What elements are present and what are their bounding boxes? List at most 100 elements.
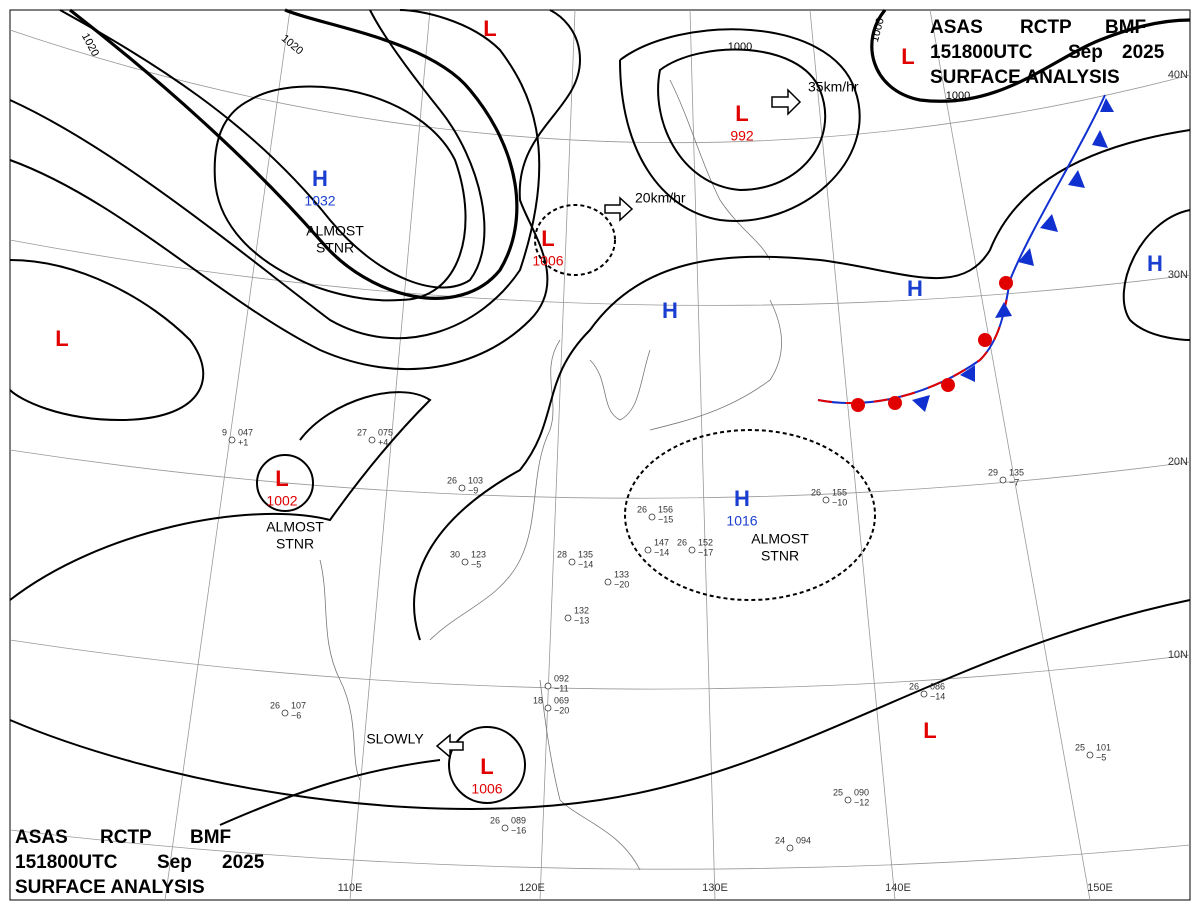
center-symbol: H: [312, 166, 328, 191]
station-marker: [786, 844, 794, 852]
center-symbol: L: [901, 44, 914, 69]
stationary-front: [817, 94, 1114, 412]
station-tendency: −5: [471, 559, 481, 569]
latitude-label: 20N: [1168, 456, 1188, 468]
station-temp: 30: [450, 549, 460, 559]
header-word: RCTP: [1020, 17, 1072, 38]
station-temp: 9: [222, 427, 227, 437]
center-note: ALMOST: [266, 519, 324, 535]
motion-label: SLOWLY: [366, 731, 424, 747]
center-symbol: L: [923, 718, 936, 743]
station-pressure: 123: [471, 549, 486, 559]
header-word: 2025: [222, 852, 265, 873]
station-temp: 28: [557, 549, 567, 559]
station-tendency: −5: [1096, 752, 1106, 762]
station-marker: [281, 709, 289, 717]
longitude-label: 150E: [1087, 882, 1113, 894]
header-word: 151800UTC: [15, 852, 118, 873]
longitude-label: 110E: [338, 882, 363, 894]
station-pressure: 103: [468, 475, 483, 485]
header-word: 151800UTC: [930, 42, 1033, 63]
station-marker: [920, 690, 928, 698]
station-pressure: 094: [796, 835, 811, 845]
station-tendency: −9: [468, 485, 478, 495]
station-tendency: −6: [291, 710, 301, 720]
station-pressure: 152: [698, 537, 713, 547]
latitude-label: 40N: [1168, 69, 1188, 81]
center-symbol: L: [541, 226, 554, 251]
latitude-label: 30N: [1168, 269, 1188, 281]
station-tendency: −14: [654, 547, 669, 557]
station-temp: 24: [775, 835, 785, 845]
header-word: RCTP: [100, 827, 152, 848]
station-temp: 26: [270, 700, 280, 710]
station-temp: 26: [637, 504, 647, 514]
station-tendency: −14: [930, 691, 945, 701]
station-tendency: −16: [511, 825, 526, 835]
station-temp: 26: [909, 681, 919, 691]
station-tendency: −17: [698, 547, 713, 557]
station-pressure: 075: [378, 427, 393, 437]
station-pressure: 047: [238, 427, 253, 437]
station-temp: 18: [533, 695, 543, 705]
station-pressure: 090: [854, 787, 869, 797]
station-tendency: −11: [554, 683, 569, 693]
center-symbol: L: [275, 466, 288, 491]
center-note: STNR: [316, 240, 354, 256]
station-pressure: 132: [574, 605, 589, 615]
station-marker: [458, 484, 466, 492]
header-word: ASAS: [930, 17, 983, 38]
station-temp: 26: [447, 475, 457, 485]
center-symbol: L: [480, 754, 493, 779]
center-pressure: 1016: [726, 513, 757, 529]
station-pressure: 135: [578, 549, 593, 559]
station-marker: [999, 476, 1007, 484]
station-temp: 27: [357, 427, 367, 437]
coastlines: [319, 79, 782, 871]
center-symbol: L: [55, 326, 68, 351]
header-word: BMF: [1105, 17, 1146, 38]
station-pressure: 147: [654, 537, 669, 547]
station-marker: [368, 436, 376, 444]
center-pressure: 1032: [304, 193, 335, 209]
station-marker: [1086, 751, 1094, 759]
header-word: ASAS: [15, 827, 68, 848]
station-temp: 29: [988, 467, 998, 477]
center-pressure: 1006: [532, 253, 563, 269]
center-pressure: 992: [730, 128, 754, 144]
station-tendency: −15: [658, 514, 673, 524]
center-symbol: H: [1147, 251, 1163, 276]
station-marker: [644, 546, 652, 554]
station-tendency: −20: [554, 705, 569, 715]
station-tendency: −14: [578, 559, 593, 569]
station-pressure: 069: [554, 695, 569, 705]
longitude-label: 120E: [519, 882, 545, 894]
station-marker: [648, 513, 656, 521]
station-marker: [461, 558, 469, 566]
center-pressure: 1002: [266, 493, 297, 509]
station-marker: [688, 546, 696, 554]
station-temp: 25: [833, 787, 843, 797]
station-temp: 26: [677, 537, 687, 547]
center-note: ALMOST: [751, 531, 809, 547]
station-temp: 25: [1075, 742, 1085, 752]
station-marker: [822, 496, 830, 504]
center-symbol: L: [483, 16, 496, 41]
station-marker: [604, 578, 612, 586]
center-symbol: H: [907, 276, 923, 301]
station-marker: [544, 704, 552, 712]
center-symbol: H: [734, 486, 750, 511]
station-pressure: 155: [832, 487, 847, 497]
station-temp: 26: [490, 815, 500, 825]
station-pressure: 101: [1096, 742, 1111, 752]
motion-label: 35km/hr: [808, 79, 859, 95]
center-note: STNR: [276, 536, 314, 552]
graticule: [9, 9, 1191, 901]
motion-arrows: [435, 88, 802, 759]
map-frame: [9, 9, 1191, 901]
center-symbol: H: [662, 298, 678, 323]
station-pressure: 107: [291, 700, 306, 710]
station-marker: [501, 824, 509, 832]
station-tendency: −10: [832, 497, 847, 507]
